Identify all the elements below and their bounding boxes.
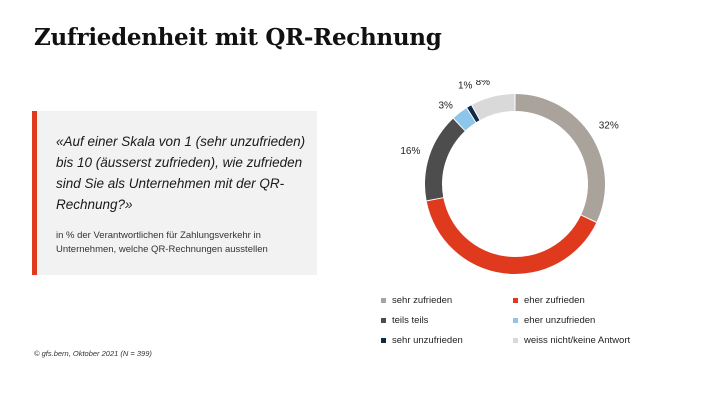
legend-swatch <box>513 337 518 343</box>
legend-swatch <box>513 317 518 323</box>
legend-label: eher unzufrieden <box>524 314 596 326</box>
survey-question: «Auf einer Skala von 1 (sehr unzufrieden… <box>56 134 306 212</box>
legend-swatch <box>381 297 386 303</box>
question-box: «Auf einer Skala von 1 (sehr unzufrieden… <box>32 111 317 275</box>
slice-value-label: 8% <box>476 80 491 88</box>
source-note: © gfs.bern, Oktober 2021 (N = 399) <box>34 349 152 358</box>
donut-slice <box>515 94 605 222</box>
legend-label: sehr unzufrieden <box>392 334 463 346</box>
legend-label: eher zufrieden <box>524 294 585 306</box>
page-title: Zufriedenheit mit QR-Rechnung <box>34 24 442 51</box>
slice-value-label: 1% <box>458 81 473 92</box>
chart-legend: sehr zufrieden eher zufrieden teils teil… <box>381 294 681 346</box>
base-description: in % der Verantwortlichen für Zahlungsve… <box>56 230 268 255</box>
donut-slice <box>467 105 480 123</box>
legend-item: eher unzufrieden <box>513 314 673 326</box>
legend-item: eher zufrieden <box>513 294 673 306</box>
legend-item: sehr zufrieden <box>381 294 513 306</box>
accent-bar <box>32 111 37 275</box>
donut-slice <box>472 94 515 120</box>
slice-value-label: 32% <box>599 121 619 132</box>
legend-label: weiss nicht/keine Antwort <box>524 334 631 346</box>
legend-item: weiss nicht/keine Antwort <box>513 334 673 346</box>
legend-swatch <box>381 317 386 323</box>
legend-label: teils teils <box>392 314 429 326</box>
donut-chart: 32% 40% 16% 3% 1%8% <box>400 80 619 295</box>
donut-slice <box>426 198 597 274</box>
legend-label: sehr zufrieden <box>392 294 453 306</box>
slice-value-label: 40% <box>491 294 511 295</box>
donut-slice <box>453 108 476 131</box>
slice-value-label: 3% <box>438 100 453 111</box>
legend-swatch <box>513 297 518 303</box>
legend-item: sehr unzufrieden <box>381 334 513 346</box>
legend-swatch <box>381 337 386 343</box>
slice-value-label: 16% <box>400 146 420 157</box>
donut-slice <box>425 118 465 201</box>
legend-item: teils teils <box>381 314 513 326</box>
